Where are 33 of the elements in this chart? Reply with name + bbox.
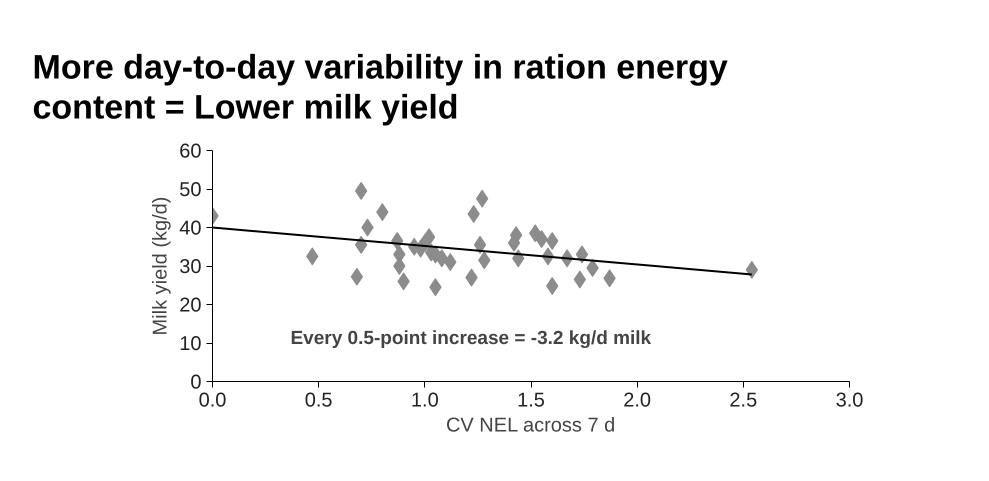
x-tick-label: 0.5 [304, 390, 333, 412]
point [476, 190, 488, 208]
x-tick-label: 1.5 [517, 390, 545, 412]
point [465, 268, 478, 287]
x-tick-label: 2.0 [623, 390, 652, 412]
y-tick-label: 60 [179, 140, 202, 162]
point [574, 270, 586, 288]
point [350, 268, 364, 286]
x-axis-title: CV NEL across 7 d [446, 414, 616, 436]
x-tick-label: 0.0 [198, 390, 226, 412]
y-tick-label: 10 [179, 333, 202, 355]
point [474, 236, 486, 254]
annotation: Every 0.5-point increase = -3.2 kg/d milk [290, 328, 652, 349]
point [422, 228, 436, 246]
point [576, 245, 588, 264]
y-axis-title: Milk yield (kg/d) [149, 196, 172, 336]
x-tick-label: 2.5 [729, 390, 758, 412]
x-tick-label: 1.0 [410, 390, 439, 412]
point [354, 182, 368, 200]
y-tick-label: 40 [179, 218, 202, 240]
chart-title: More day-to-day variability in ration energy content = Lower milk yield [32, 48, 728, 126]
y-tick-label: 50 [179, 179, 202, 201]
point [603, 269, 616, 288]
point [376, 203, 389, 222]
point [429, 278, 442, 296]
point [361, 218, 374, 236]
y-tick-label: 30 [179, 256, 202, 278]
point [397, 272, 410, 290]
point [586, 258, 599, 277]
point [535, 230, 548, 248]
x-tick-label: 3.0 [836, 390, 864, 412]
y-tick-label: 20 [179, 294, 202, 316]
y-tick-label: 0 [190, 372, 202, 394]
